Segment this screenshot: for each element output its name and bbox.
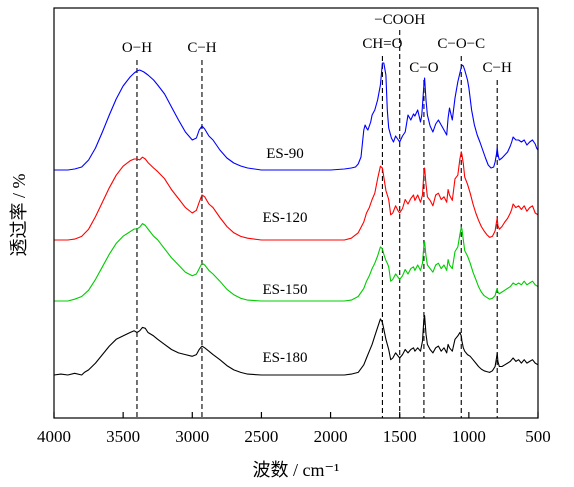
reference-label: O−H: [122, 40, 152, 56]
x-axis-title: 波数 / cm⁻¹: [253, 460, 340, 480]
series-line-es-90: [54, 62, 539, 171]
x-tick-label: 1000: [452, 427, 486, 446]
series-line-es-180: [53, 314, 539, 376]
reference-label: C−O−C: [437, 36, 485, 52]
x-tick-label: 1500: [383, 427, 417, 446]
x-tick-label: 3500: [106, 427, 140, 446]
reference-label: C−H: [187, 40, 216, 56]
series-label-es-90: ES-90: [266, 146, 304, 162]
x-tick-label: 500: [525, 427, 551, 446]
reference-label: C−H: [483, 60, 512, 76]
series-line-es-150: [54, 223, 539, 302]
reference-label: CH=O: [362, 36, 402, 52]
sample-labels: ES-90 ES-120 ES-150 ES-180: [263, 146, 308, 366]
spectra: [53, 62, 539, 376]
x-tick-label: 2500: [244, 427, 278, 446]
reference-labels: O−H C−H CH=O −COOH C−O C−O−C C−H: [122, 12, 512, 76]
series-label-es-120: ES-120: [263, 210, 308, 226]
reference-lines: [136, 30, 498, 418]
plot-frame: [53, 7, 539, 419]
y-axis-title: 透过率 / %: [9, 173, 29, 256]
reference-label: −COOH: [374, 12, 425, 28]
series-line-es-120: [54, 151, 539, 241]
series-label-es-180: ES-180: [263, 350, 308, 366]
series-label-es-150: ES-150: [263, 282, 308, 298]
x-tick-label: 2000: [314, 427, 348, 446]
x-tick-label: 3000: [175, 427, 209, 446]
x-axis-ticks: 4000 3500 3000 2500 2000 1500 1000 500: [37, 412, 551, 446]
reference-label: C−O: [409, 60, 438, 76]
x-tick-label: 4000: [37, 427, 71, 446]
